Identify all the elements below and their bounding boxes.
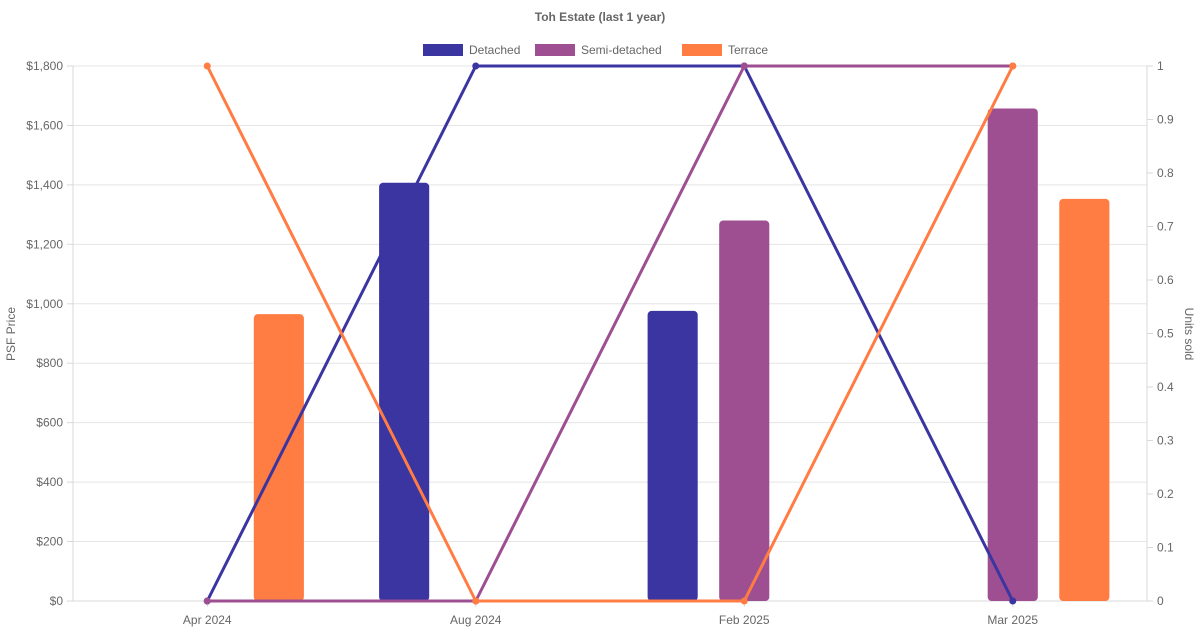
left-tick-label: $400 — [36, 475, 63, 489]
point-detached — [1009, 597, 1017, 605]
x-tick-label: Aug 2024 — [450, 613, 502, 627]
x-tick-label: Mar 2025 — [987, 613, 1038, 627]
legend-label: Semi-detached — [581, 43, 662, 57]
right-tick-label: 0.6 — [1157, 273, 1174, 287]
left-tick-label: $0 — [50, 594, 64, 608]
legend-swatch — [535, 44, 575, 56]
bar-terrace — [1059, 198, 1110, 601]
left-y-axis: $0 $200 $400 $600 $800 $1,000 $1,200 $1,400 $1,6… — [26, 59, 74, 608]
right-tick-label: 0 — [1157, 594, 1164, 608]
point-semi-detached — [203, 597, 211, 605]
bar-detached — [647, 310, 698, 601]
point-semi-detached — [740, 62, 748, 70]
right-tick-label: 0.4 — [1157, 380, 1174, 394]
left-tick-label: $1,000 — [26, 297, 63, 311]
right-tick-label: 0.8 — [1157, 166, 1174, 180]
left-tick-label: $1,200 — [26, 237, 63, 251]
right-tick-label: 1 — [1157, 59, 1164, 73]
x-axis: Apr 2024 Aug 2024 Feb 2025 Mar 2025 — [73, 600, 1147, 627]
bar-detached — [379, 182, 430, 601]
left-tick-label: $600 — [36, 416, 63, 430]
right-y-axis: 0 0.1 0.2 0.3 0.4 0.5 0.6 0.7 0.8 0.9 1 — [1146, 59, 1174, 608]
bar-semi-detached — [719, 220, 770, 602]
left-axis-title: PSF Price — [4, 307, 18, 361]
point-terrace — [203, 62, 211, 70]
legend-swatch — [423, 44, 463, 56]
line-semi-detached — [207, 64, 1013, 603]
legend-swatch — [682, 44, 722, 56]
line-terrace — [205, 65, 1015, 603]
right-tick-label: 0.1 — [1157, 541, 1174, 555]
x-tick-label: Feb 2025 — [719, 613, 770, 627]
point-terrace — [1009, 62, 1017, 70]
right-tick-label: 0.9 — [1157, 113, 1174, 127]
bar-series — [253, 108, 1110, 602]
line-series — [203, 62, 1017, 605]
left-tick-label: $1,800 — [26, 59, 63, 73]
point-terrace — [472, 597, 480, 605]
x-tick-label: Apr 2024 — [183, 613, 232, 627]
point-detached — [472, 62, 480, 70]
legend-label: Terrace — [728, 43, 768, 57]
left-tick-label: $1,400 — [26, 178, 63, 192]
right-tick-label: 0.5 — [1157, 327, 1174, 341]
right-axis-title: Units sold — [1182, 308, 1196, 361]
bar-semi-detached — [987, 108, 1038, 601]
chart-title: Toh Estate (last 1 year) — [535, 10, 666, 24]
left-tick-label: $1,600 — [26, 118, 63, 132]
legend: Detached Semi-detached Terrace — [423, 43, 768, 57]
right-tick-label: 0.3 — [1157, 434, 1174, 448]
right-tick-label: 0.2 — [1157, 487, 1174, 501]
point-terrace — [740, 597, 748, 605]
left-tick-label: $200 — [36, 535, 63, 549]
right-tick-label: 0.7 — [1157, 220, 1174, 234]
legend-label: Detached — [469, 43, 520, 57]
left-tick-label: $800 — [36, 356, 63, 370]
